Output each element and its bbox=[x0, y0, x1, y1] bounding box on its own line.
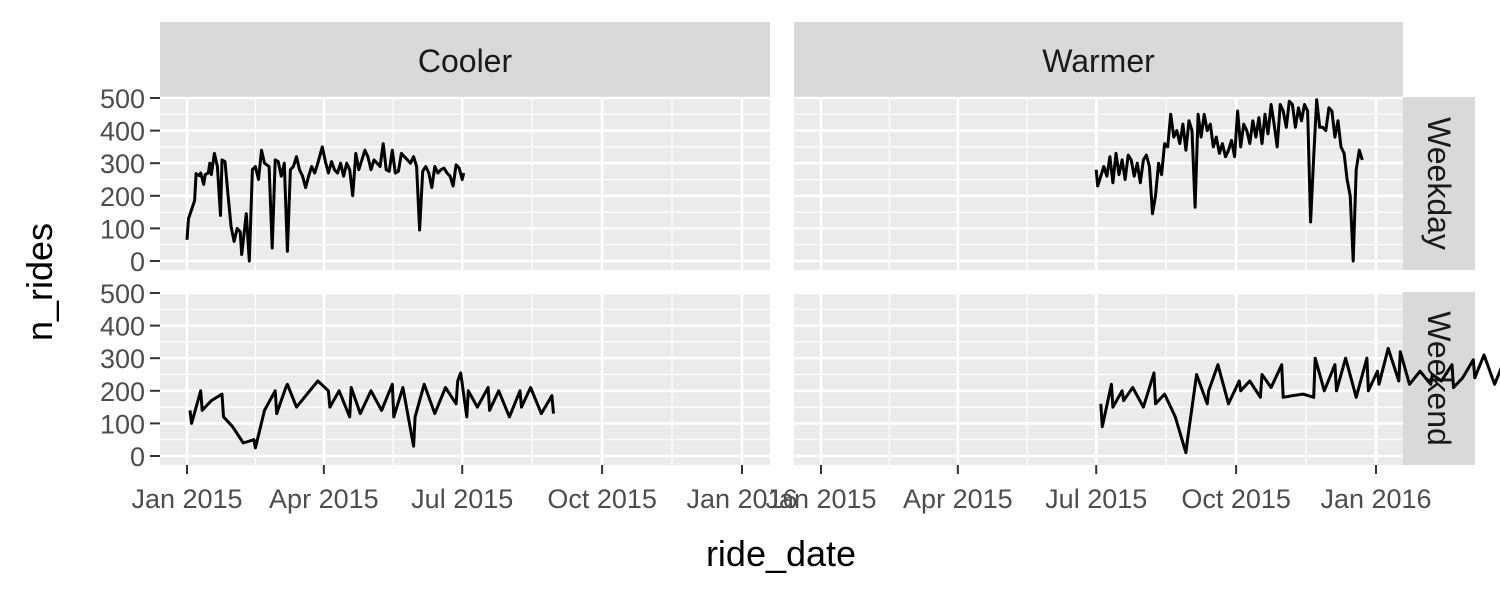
series-line bbox=[185, 142, 466, 263]
y-tick-label: 200 bbox=[100, 182, 145, 212]
strip-weekday bbox=[1403, 97, 1475, 270]
strip-label-cooler: Cooler bbox=[418, 43, 513, 79]
strip-warmer bbox=[794, 22, 1403, 97]
y-tick-label: 500 bbox=[100, 84, 145, 114]
panel-warmer-weekday bbox=[794, 96, 1403, 270]
x-tick-label: Jan 2015 bbox=[131, 484, 242, 514]
y-tick-label: 300 bbox=[100, 344, 145, 374]
y-tick-label: 500 bbox=[100, 279, 145, 309]
x-tick-label: Jan 2015 bbox=[765, 484, 876, 514]
y-tick-label: 0 bbox=[130, 247, 145, 277]
x-tick-label: Apr 2015 bbox=[269, 484, 379, 514]
x-tick-label: Jul 2015 bbox=[1045, 484, 1147, 514]
x-tick-label: Oct 2015 bbox=[1181, 484, 1291, 514]
y-tick-label: 0 bbox=[130, 442, 145, 472]
x-tick-label: Apr 2015 bbox=[903, 484, 1013, 514]
panel-background bbox=[794, 292, 1403, 465]
y-axis-title: n_rides bbox=[19, 223, 60, 341]
strip-label-warmer: Warmer bbox=[1042, 43, 1155, 79]
strip-label-weekday: Weekday bbox=[1421, 117, 1457, 250]
panel-background bbox=[160, 292, 770, 465]
y-tick-label: 200 bbox=[100, 377, 145, 407]
x-tick-label: Jan 2016 bbox=[1320, 484, 1431, 514]
y-tick-label: 400 bbox=[100, 312, 145, 342]
y-tick-label: 400 bbox=[100, 117, 145, 147]
panel-cooler-weekend bbox=[160, 291, 770, 465]
panel-background bbox=[160, 97, 770, 270]
y-tick-label: 100 bbox=[100, 214, 145, 244]
panel-cooler-weekday bbox=[160, 96, 770, 270]
y-tick-label: 100 bbox=[100, 409, 145, 439]
panel-warmer-weekend bbox=[794, 291, 1500, 465]
x-tick-label: Jan 2016 bbox=[686, 484, 797, 514]
strip-cooler bbox=[160, 22, 770, 97]
y-tick-label: 300 bbox=[100, 149, 145, 179]
x-axis-title: ride_date bbox=[706, 533, 856, 574]
facet-panels bbox=[160, 96, 1500, 465]
x-tick-label: Jul 2015 bbox=[411, 484, 513, 514]
x-tick-label: Oct 2015 bbox=[547, 484, 657, 514]
